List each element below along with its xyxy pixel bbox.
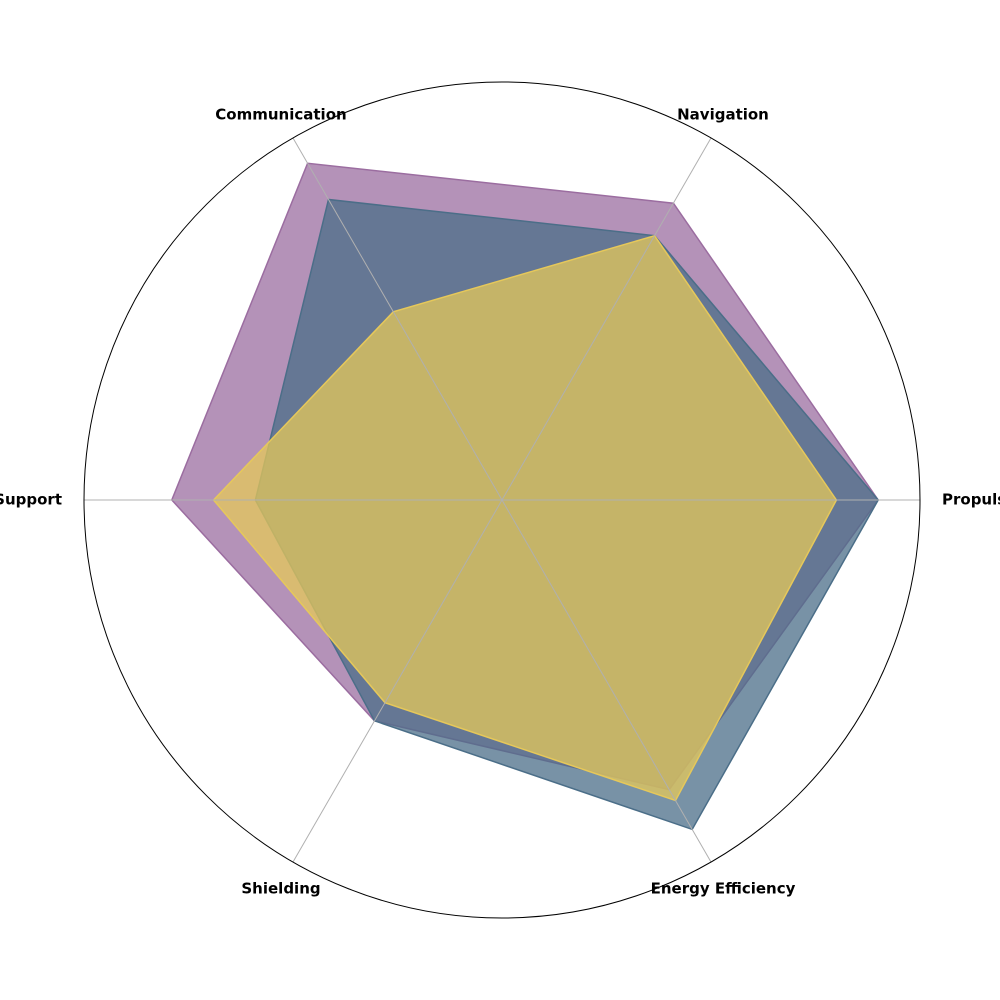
spoke-navigation bbox=[501, 137, 712, 501]
grid-layer bbox=[83, 81, 921, 919]
series-layer bbox=[170, 162, 880, 831]
spoke-energy-efficiency bbox=[501, 499, 712, 863]
axis-label-life-support: Life Support bbox=[0, 491, 62, 509]
axis-label-navigation: Navigation bbox=[677, 106, 769, 124]
axis-label-propulsion: Propulsion bbox=[942, 491, 1000, 509]
axis-label-energy-efficiency: Energy Efficiency bbox=[651, 879, 796, 897]
spoke-shielding bbox=[292, 499, 503, 863]
label-layer: Propulsion Navigation Communication Life Su… bbox=[0, 106, 1000, 898]
axis-label-communication: Communication bbox=[215, 106, 346, 124]
spoke-communication bbox=[292, 137, 503, 501]
axis-label-shielding: Shielding bbox=[241, 879, 320, 897]
outer-circle bbox=[83, 81, 921, 919]
